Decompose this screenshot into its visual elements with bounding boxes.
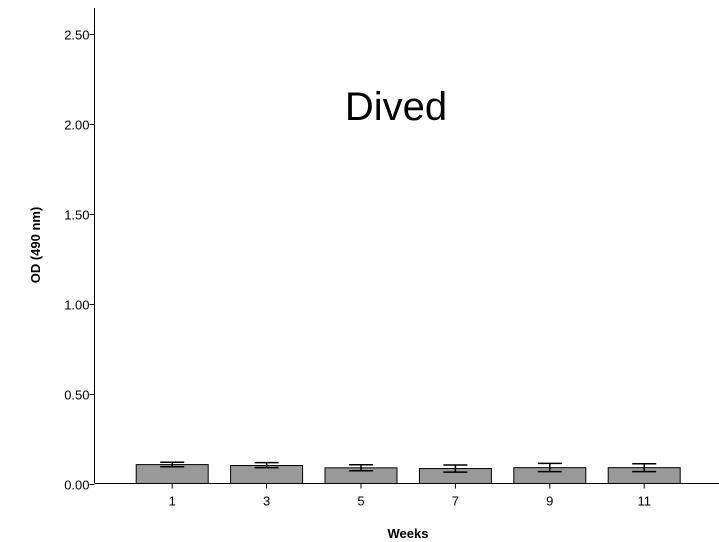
x-tick-label: 7 [452,494,459,509]
bars [135,464,681,485]
error-bars [160,461,657,473]
axes [94,8,719,484]
y-tick-label: 2.50 [64,28,89,43]
x-tick-label: 9 [546,494,553,509]
x-axis-title: Weeks [388,526,429,541]
y-tick-label: 2.00 [64,118,89,133]
x-tick-label: 11 [637,494,651,509]
y-tick-label: 1.50 [64,208,89,223]
x-tick-label: 3 [263,494,270,509]
x-axis-ticks: 1 3 5 7 9 11 [169,483,651,509]
y-tick-label: 0.50 [64,388,89,403]
y-axis-title: OD (490 nm) [28,207,43,284]
y-tick-label: 1.00 [64,298,89,313]
y-tick-label: 0.00 [64,478,89,493]
x-tick-label: 5 [357,494,364,509]
x-tick-label: 1 [169,494,176,509]
y-axis-ticks: 0.00 0.50 1.00 1.50 2.00 2.50 [64,28,95,493]
chart-annotation: Dived [345,85,447,129]
